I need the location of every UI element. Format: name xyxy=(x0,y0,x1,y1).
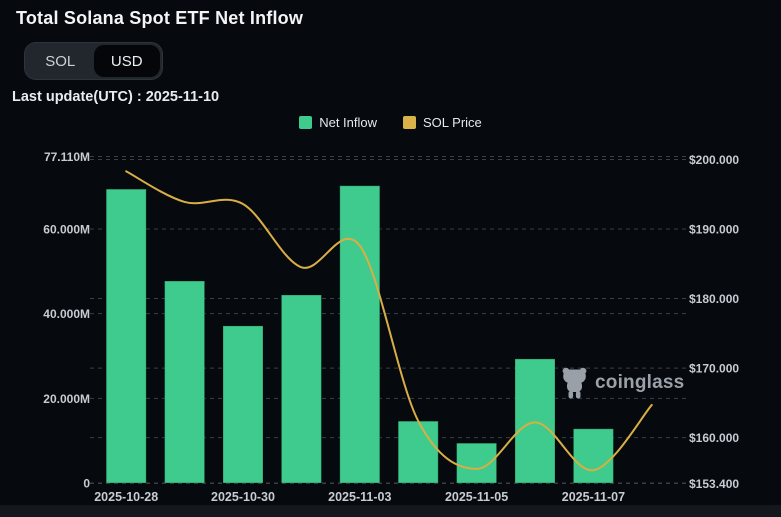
legend-item-sol-price[interactable]: SOL Price xyxy=(403,115,482,130)
net-inflow-swatch-icon xyxy=(299,116,313,129)
right-axis-tick-label: $200.000 xyxy=(689,153,739,167)
x-axis-tick-label: 2025-11-07 xyxy=(562,490,625,504)
left-axis-tick-label: 40.000M xyxy=(43,307,90,321)
coinglass-bear-icon xyxy=(562,367,587,399)
right-axis-tick-label: $180.000 xyxy=(689,292,739,306)
legend-label: SOL Price xyxy=(423,115,482,130)
bar[interactable] xyxy=(514,358,556,484)
right-axis-labels: $153.400 $160.000 $170.000 $180.000 $190.000… xyxy=(689,153,739,491)
toggle-option-usd[interactable]: USD xyxy=(93,45,160,77)
bar[interactable] xyxy=(456,442,498,484)
bar[interactable] xyxy=(572,428,614,484)
bar[interactable] xyxy=(105,188,147,484)
sol-price-swatch-icon xyxy=(403,116,417,129)
chart-legend: Net Inflow SOL Price xyxy=(0,115,781,130)
right-axis-tick-label: $153.400 xyxy=(689,477,739,491)
currency-toggle: SOL USD xyxy=(24,42,163,80)
x-axis-tick-label: 2025-11-05 xyxy=(445,490,508,504)
coinglass-watermark: coinglass xyxy=(561,366,684,399)
left-axis-labels: 0 20.000M 40.000M 60.000M 77.110M xyxy=(43,150,90,491)
bar[interactable] xyxy=(339,185,381,484)
sol-price-line[interactable] xyxy=(125,170,653,472)
left-axis-tick-label: 60.000M xyxy=(43,222,90,236)
x-axis-labels: 2025-10-28 2025-10-30 2025-11-03 2025-11-05… xyxy=(94,490,625,504)
watermark-text: coinglass xyxy=(595,371,685,393)
bar[interactable] xyxy=(222,325,264,484)
x-axis-tick-label: 2025-10-28 xyxy=(94,490,158,504)
toggle-option-sol[interactable]: SOL xyxy=(27,45,94,77)
left-axis-tick-label: 77.110M xyxy=(44,150,90,164)
legend-item-net-inflow[interactable]: Net Inflow xyxy=(299,115,377,130)
right-axis-tick-label: $190.000 xyxy=(689,223,739,237)
left-axis-tick-label: 0 xyxy=(83,477,90,491)
left-axis-tick-label: 20.000M xyxy=(43,392,90,406)
bar[interactable] xyxy=(397,420,439,484)
net-inflow-bars xyxy=(105,185,614,484)
right-axis-tick-label: $160.000 xyxy=(689,431,739,445)
bottom-strip xyxy=(0,505,781,517)
legend-label: Net Inflow xyxy=(319,115,378,130)
right-axis-tick-label: $170.000 xyxy=(689,362,739,376)
page-title: Total Solana Spot ETF Net Inflow xyxy=(16,8,304,28)
last-update-label: Last update(UTC) : 2025-11-10 xyxy=(12,89,220,105)
x-axis-tick-label: 2025-10-30 xyxy=(211,490,275,504)
bar[interactable] xyxy=(280,294,322,484)
x-axis-tick-label: 2025-11-03 xyxy=(328,490,391,504)
bar[interactable] xyxy=(164,280,206,484)
